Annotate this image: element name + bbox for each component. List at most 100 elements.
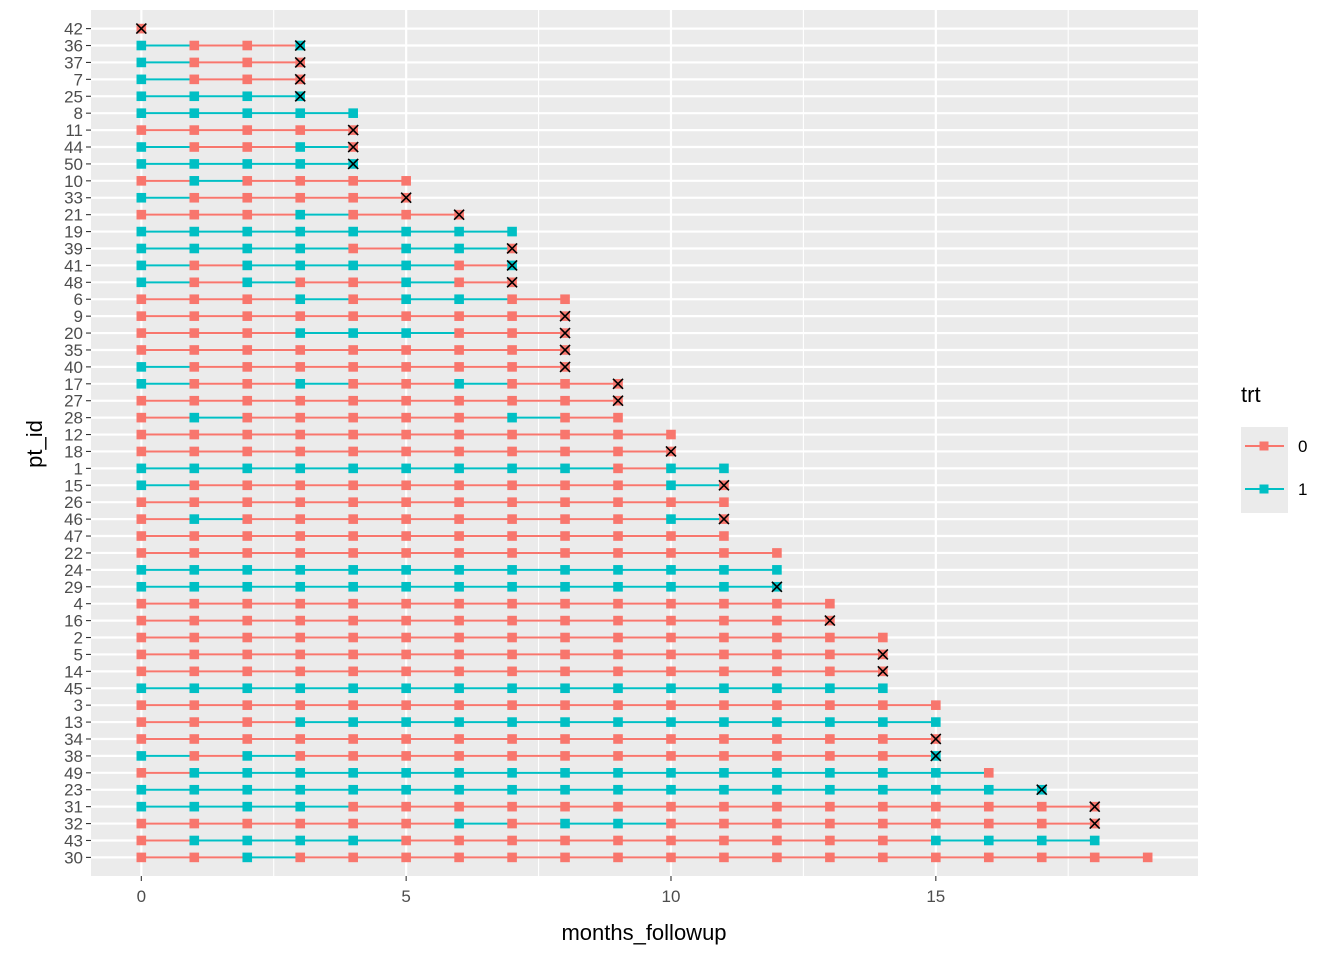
visit-point — [242, 531, 253, 541]
legend-key-point-1 — [1259, 484, 1269, 494]
legend-label-1: 1 — [1298, 480, 1307, 499]
visit-point — [348, 700, 358, 710]
visit-point — [613, 531, 623, 541]
event-cross-marker — [824, 615, 836, 627]
visit-point — [507, 615, 517, 626]
visit-point — [666, 531, 676, 541]
visit-point — [560, 632, 570, 643]
visit-point — [401, 818, 411, 829]
legend-key-point-0 — [1259, 441, 1269, 451]
visit-point — [242, 226, 253, 237]
y-tick-label: 14 — [64, 662, 83, 681]
swimlane-pt-14 — [136, 665, 889, 677]
visit-point — [772, 565, 782, 575]
visit-point — [242, 91, 253, 102]
visit-point — [454, 751, 464, 761]
visit-point — [878, 801, 888, 812]
visit-point — [454, 700, 464, 710]
swimlane-pt-46 — [136, 513, 730, 525]
visit-point — [507, 751, 517, 761]
visit-point — [348, 683, 358, 694]
visit-point — [242, 632, 253, 643]
visit-point — [295, 784, 306, 795]
y-tick-label: 26 — [64, 493, 83, 512]
visit-point — [401, 683, 411, 694]
swimlane-pt-33 — [136, 192, 412, 204]
visit-point — [136, 277, 147, 288]
swimlane-pt-18 — [136, 445, 677, 458]
visit-point — [560, 818, 570, 829]
visit-point — [136, 429, 147, 440]
visit-point — [719, 649, 729, 660]
visit-point — [666, 666, 676, 677]
visit-point — [295, 142, 306, 152]
y-tick-label: 38 — [64, 747, 83, 766]
swimlane-pt-37 — [136, 56, 306, 68]
visit-point — [242, 751, 253, 761]
visit-point — [772, 768, 782, 778]
visit-point — [401, 632, 411, 643]
visit-point — [348, 176, 358, 186]
visit-point — [613, 835, 623, 846]
y-tick-label: 33 — [64, 189, 83, 208]
y-tick-label: 40 — [64, 358, 83, 377]
visit-point — [136, 125, 147, 135]
visit-point — [242, 125, 253, 135]
visit-point — [666, 480, 676, 491]
visit-point — [136, 209, 147, 220]
visit-point — [242, 801, 253, 812]
visit-point — [189, 395, 200, 406]
visit-point — [189, 429, 200, 440]
visit-point — [401, 835, 411, 846]
visit-point — [613, 429, 623, 440]
visit-point — [242, 581, 253, 592]
visit-point — [983, 768, 994, 778]
visit-point — [242, 565, 253, 575]
visit-point — [401, 852, 411, 863]
y-tick-label: 9 — [74, 307, 83, 326]
visit-point — [825, 801, 835, 812]
visit-point — [878, 632, 888, 643]
visit-point — [295, 311, 306, 321]
visit-point — [666, 463, 676, 474]
visit-point — [878, 717, 888, 727]
visit-point — [560, 852, 570, 863]
y-tick-label: 49 — [64, 764, 83, 783]
swimlane-pt-43 — [136, 835, 1100, 846]
visit-point — [666, 801, 676, 812]
visit-point — [242, 497, 253, 507]
visit-point — [613, 784, 623, 795]
visit-point — [507, 818, 517, 829]
visit-point — [507, 598, 517, 609]
visit-point — [613, 480, 623, 491]
event-cross-marker — [930, 733, 942, 745]
visit-point — [454, 446, 464, 457]
visit-point — [772, 548, 782, 558]
visit-point — [825, 632, 835, 643]
visit-point — [454, 345, 464, 355]
visit-point — [348, 395, 358, 406]
visit-point — [719, 734, 729, 744]
event-cross-marker — [347, 158, 359, 170]
visit-point — [401, 734, 411, 744]
visit-point — [136, 311, 147, 321]
visit-point — [401, 565, 411, 575]
visit-point — [348, 565, 358, 575]
visit-point — [242, 666, 253, 677]
visit-point — [454, 379, 464, 389]
visit-point — [507, 328, 517, 338]
visit-point — [348, 801, 358, 812]
visit-point — [242, 835, 253, 846]
visit-point — [295, 429, 306, 440]
visit-point — [242, 142, 253, 152]
visit-point — [666, 565, 676, 575]
visit-point — [348, 328, 358, 338]
visit-point — [983, 852, 994, 863]
event-cross-marker — [930, 750, 942, 762]
visit-point — [454, 852, 464, 863]
visit-point — [189, 243, 200, 254]
swimlane-pt-2 — [136, 632, 888, 643]
visit-point — [295, 125, 306, 135]
visit-point — [507, 801, 517, 812]
swimlane-pt-11 — [136, 124, 359, 136]
